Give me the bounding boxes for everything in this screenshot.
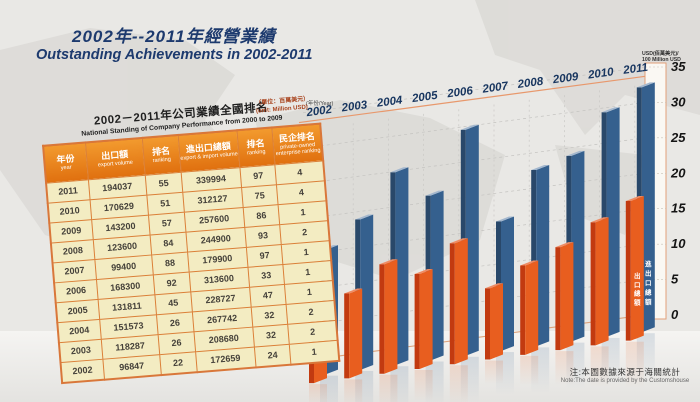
x-axis-caption: (年份/Year): [306, 99, 333, 107]
year-label: 2006: [446, 85, 475, 100]
y-axis-unit-label: 100 Million USD: [642, 57, 681, 63]
column-header: 進出口總額 export & import volume: [177, 130, 240, 173]
bar-series-label: 出口總額: [633, 271, 641, 306]
column-header: 出口額 export volume: [85, 137, 146, 180]
column-header: 排名 ranking: [236, 127, 276, 168]
year-label: 2010: [586, 66, 615, 81]
y-tick-label: 15: [671, 201, 686, 216]
bar-export-2011: [625, 196, 644, 341]
table-cell: 1: [289, 340, 340, 365]
year-label: 2008: [516, 76, 545, 91]
column-header: 民企排名 private-owned enterprise ranking: [272, 123, 324, 165]
table-cell: 2002: [60, 359, 105, 384]
year-label: 2003: [340, 99, 369, 114]
y-tick-label: 10: [671, 236, 686, 251]
year-label: 2009: [551, 71, 580, 86]
bar-export-2007: [485, 283, 503, 360]
year-label: 2011: [622, 62, 649, 77]
year-label: 2004: [375, 94, 404, 109]
bar-series-label: 進出口總額: [644, 259, 652, 306]
bar-export-2003: [344, 288, 363, 379]
bar-export-2004: [379, 259, 398, 374]
bar-export-2006: [449, 238, 468, 365]
y-tick-label: 25: [670, 130, 686, 145]
table-cell: 24: [254, 344, 292, 368]
column-header: 年份 year: [43, 142, 89, 184]
bar-export-2010: [590, 217, 609, 346]
y-tick-label: 5: [671, 272, 679, 287]
bar-export-2008: [520, 260, 539, 355]
bar-export-2005: [414, 268, 433, 369]
year-label: 2007: [481, 80, 510, 95]
y-tick-label: 35: [671, 59, 686, 74]
page-title-en: Outstanding Achievements in 2002-2011: [36, 46, 313, 63]
table-cell: 172659: [195, 347, 256, 373]
year-label: 2002: [305, 104, 334, 119]
footnote-en: Note:The date is provided by the Customs…: [560, 378, 690, 385]
year-label: 2005: [410, 90, 439, 105]
footnote-zh: 注:本圖數據來源于海關統計: [569, 367, 681, 377]
page-title-zh: 2002年--2011年經營業績: [72, 27, 276, 46]
page-title: 2002年--2011年經營業績 Outstanding Achievement…: [36, 27, 312, 63]
table-cell: 22: [159, 351, 197, 376]
y-tick-label: 30: [671, 94, 686, 109]
column-header: 排名 ranking: [141, 134, 181, 176]
y-tick-label: 0: [671, 307, 679, 322]
table-cell: 96847: [102, 354, 162, 380]
bar-export-2009: [555, 242, 574, 351]
performance-table: 2002－2011年公司業績全國排名 National Standing of …: [40, 96, 342, 385]
ranking-table: 年份 year 出口額 export volume 排名 ranking 進出口總額 expo…: [42, 122, 341, 385]
y-tick-label: 20: [670, 165, 686, 180]
chart-footnote: 注:本圖數據來源于海關統計 Note:The date is provided …: [540, 367, 700, 386]
y-axis-unit-label: USD(佰萬美元)/: [642, 50, 679, 57]
